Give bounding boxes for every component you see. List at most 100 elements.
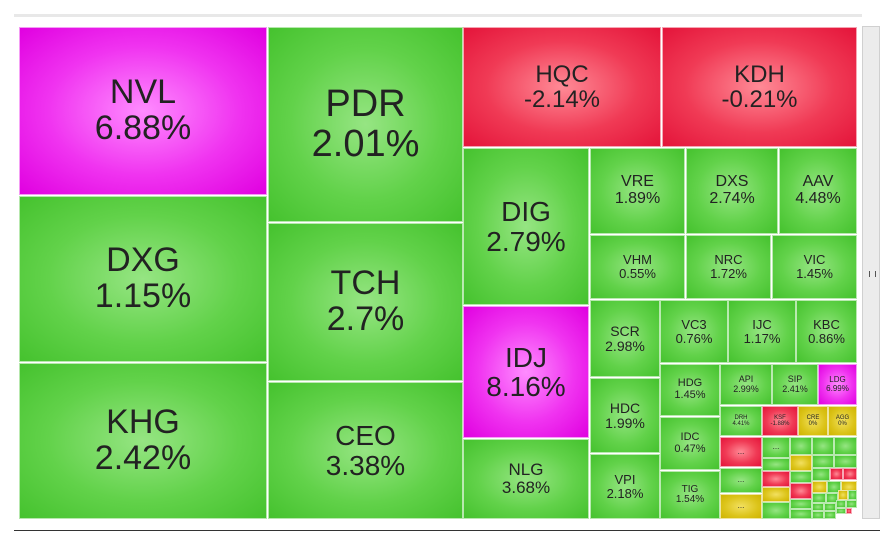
small-tile[interactable]: [790, 471, 812, 483]
more-tile[interactable]: ...: [762, 437, 790, 458]
stock-tile[interactable]: KDH -0.21%: [662, 27, 857, 147]
stock-tile[interactable]: DRH 4.41%: [720, 406, 762, 436]
small-tile[interactable]: [790, 455, 812, 471]
more-tile[interactable]: ...: [720, 468, 762, 493]
ticker: SCR: [610, 322, 640, 339]
stock-tile[interactable]: SIP 2.41%: [772, 364, 818, 405]
small-tile[interactable]: [834, 455, 857, 468]
stock-tile[interactable]: TCH 2.7%: [268, 223, 463, 381]
stock-tile[interactable]: HQC -2.14%: [463, 27, 661, 147]
ticker: KHG: [106, 403, 180, 442]
small-tile[interactable]: [836, 508, 846, 514]
stock-tile[interactable]: IDC 0.47%: [660, 417, 720, 470]
small-tile[interactable]: [826, 493, 838, 503]
stock-tile[interactable]: IDJ 8.16%: [463, 306, 589, 438]
ticker: API: [738, 374, 754, 385]
ellipsis: ...: [737, 446, 745, 456]
stock-tile[interactable]: KHG 2.42%: [19, 363, 267, 519]
more-tile[interactable]: ...: [720, 437, 762, 467]
change: 2.99%: [733, 383, 759, 394]
small-tile[interactable]: [812, 437, 834, 455]
small-tile[interactable]: [812, 493, 826, 503]
stock-tile[interactable]: VC3 0.76%: [660, 300, 728, 363]
stock-tile[interactable]: AAV 4.48%: [779, 148, 857, 234]
small-tile[interactable]: [812, 481, 827, 493]
small-tile[interactable]: [762, 487, 790, 502]
stock-tile[interactable]: VHM 0.55%: [590, 235, 685, 299]
stock-tile[interactable]: NLG 3.68%: [463, 439, 589, 519]
ticker: TCH: [330, 264, 401, 303]
ticker: VC3: [681, 316, 707, 332]
small-tile[interactable]: [790, 499, 812, 509]
small-tile[interactable]: [790, 483, 812, 499]
stock-tile[interactable]: DIG 2.79%: [463, 148, 589, 305]
small-tile[interactable]: [824, 503, 836, 511]
small-tile[interactable]: [812, 503, 824, 511]
ticker: VIC: [803, 252, 826, 268]
ticker: DXG: [106, 241, 180, 280]
small-tile[interactable]: [836, 500, 846, 508]
small-tile[interactable]: [812, 455, 834, 468]
stock-tile[interactable]: VIC 1.45%: [772, 235, 857, 299]
change: 0.86%: [808, 330, 845, 346]
small-tile[interactable]: [812, 511, 824, 519]
stock-tile[interactable]: API 2.99%: [720, 364, 772, 405]
change: 8.16%: [486, 371, 566, 402]
stock-tile[interactable]: KBC 0.86%: [796, 300, 857, 363]
small-tile[interactable]: [848, 490, 857, 500]
small-tile[interactable]: [834, 437, 857, 455]
ticker: DXS: [715, 173, 749, 191]
stock-tile[interactable]: NVL 6.88%: [19, 27, 267, 195]
small-tile[interactable]: [846, 508, 852, 514]
change: 2.18%: [606, 485, 644, 501]
stock-tile[interactable]: DXG 1.15%: [19, 196, 267, 362]
small-tile[interactable]: [838, 490, 848, 500]
small-tile[interactable]: [843, 468, 857, 480]
scrollbar[interactable]: [862, 26, 880, 519]
stock-tile[interactable]: DXS 2.74%: [686, 148, 778, 234]
stock-tile[interactable]: HDG 1.45%: [660, 364, 720, 416]
stock-tile[interactable]: SCR 2.98%: [590, 300, 660, 377]
ticker: HQC: [535, 60, 589, 88]
scroll-grip[interactable]: [869, 271, 876, 277]
small-tile[interactable]: [824, 511, 836, 519]
small-tile[interactable]: [830, 468, 843, 480]
stock-tile[interactable]: CRE 0%: [798, 406, 828, 436]
stock-tile[interactable]: IJC 1.17%: [728, 300, 796, 363]
small-tile[interactable]: [762, 458, 790, 471]
small-tile[interactable]: [762, 471, 790, 487]
ticker: AAV: [802, 173, 834, 191]
change: 0.55%: [619, 266, 656, 281]
change: 2.01%: [311, 122, 420, 165]
ticker: NVL: [109, 73, 177, 112]
ticker: DRH: [734, 414, 748, 421]
stock-tile[interactable]: CEO 3.38%: [268, 382, 463, 519]
change: 1.89%: [614, 190, 661, 207]
change: 1.15%: [94, 277, 192, 315]
stock-tile[interactable]: LDG 6.99%: [818, 364, 857, 405]
small-tile[interactable]: [812, 468, 830, 481]
stock-tile[interactable]: AGG 0%: [828, 406, 857, 436]
change: 6.88%: [94, 109, 192, 147]
stock-tile[interactable]: KSF -1.88%: [762, 406, 798, 436]
top-rule: [14, 14, 862, 17]
small-tile[interactable]: [762, 502, 790, 519]
stock-tile[interactable]: VPI 2.18%: [590, 454, 660, 519]
small-tile[interactable]: [790, 509, 812, 519]
change: 2.79%: [486, 225, 566, 257]
more-tile[interactable]: ...: [720, 494, 762, 519]
stock-tile[interactable]: PDR 2.01%: [268, 27, 463, 222]
stock-tile[interactable]: HDC 1.99%: [590, 378, 660, 453]
ticker: DIG: [501, 196, 551, 228]
stock-tile[interactable]: VRE 1.89%: [590, 148, 685, 234]
small-tile[interactable]: [827, 481, 841, 493]
change: 1.54%: [675, 494, 705, 505]
small-tile[interactable]: [790, 437, 812, 455]
small-tile[interactable]: [846, 500, 857, 508]
stock-tile[interactable]: TIG 1.54%: [660, 471, 720, 519]
stock-tile[interactable]: NRC 1.72%: [686, 235, 771, 299]
change: 1.99%: [605, 414, 645, 431]
ticker: AGG: [835, 414, 850, 421]
